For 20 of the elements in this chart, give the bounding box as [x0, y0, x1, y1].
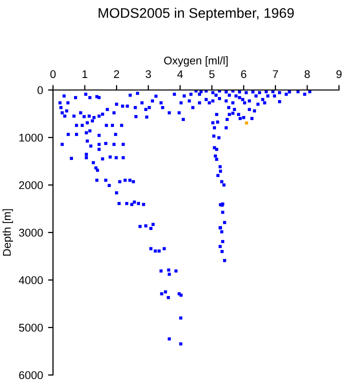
y-tick-label: 2000 — [19, 181, 43, 190]
y-tick-label: 4000 — [18, 276, 43, 284]
x-tick-label: 4 — [177, 70, 183, 78]
x-tick-label: 8 — [304, 70, 310, 78]
y-tick-label: 1000 — [19, 134, 43, 142]
x-tick-label: 3 — [146, 70, 151, 78]
y-tick-label: 0 — [38, 86, 43, 94]
y-axis-title: Depth [m] — [2, 209, 14, 256]
chart-title: MODS2005 in September, 1969 — [98, 8, 294, 21]
x-tick-label: 9 — [336, 70, 342, 78]
x-tick-label: 0 — [50, 70, 56, 78]
y-tick-label: 3000 — [18, 228, 43, 237]
y-tick-label: 6000 — [19, 371, 43, 380]
x-tick-label: 5 — [209, 70, 215, 78]
y-tick-label: 5000 — [19, 324, 43, 332]
x-axis-title: Oxygen [ml/l] — [164, 56, 228, 67]
x-tick-label: 6 — [241, 70, 246, 78]
x-tick-label: 1 — [82, 70, 88, 78]
x-tick-label: 7 — [272, 70, 278, 78]
x-tick-label: 2 — [114, 70, 120, 78]
